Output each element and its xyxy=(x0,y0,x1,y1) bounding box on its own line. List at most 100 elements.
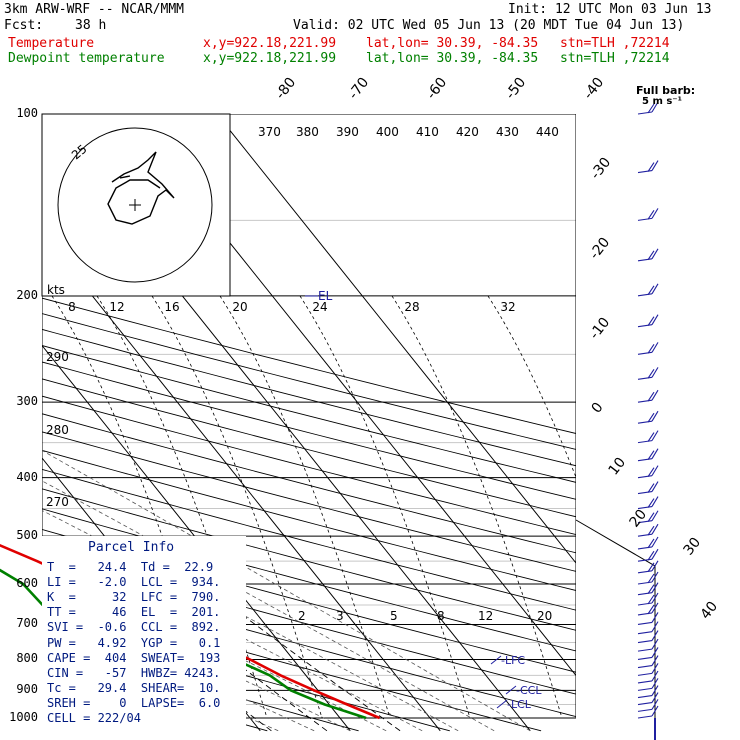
wind-barb-flag xyxy=(651,548,659,560)
isotherm-label: -80 xyxy=(273,75,300,103)
wind-barb-flag xyxy=(647,512,655,523)
wind-barb-flag xyxy=(647,450,655,461)
dewpoint-stn: stn=TLH ,72214 xyxy=(560,51,670,66)
hodograph-ring xyxy=(57,127,213,283)
skew-border xyxy=(575,519,656,718)
wind-barb xyxy=(637,217,653,221)
wind-barb-flag xyxy=(647,250,655,261)
mixing-ratio-label: 20 xyxy=(537,609,552,623)
moist-adiabat xyxy=(0,296,26,731)
wind-barb xyxy=(637,680,653,684)
wind-barb-flag xyxy=(651,208,659,219)
wind-barb xyxy=(637,687,653,691)
hodograph-trace xyxy=(107,151,175,225)
hodograph-speed-label: 20 xyxy=(232,300,247,314)
theta-left-label: 290 xyxy=(46,350,69,364)
wind-barb xyxy=(637,664,653,669)
wind-barb-flag xyxy=(651,367,659,378)
dry-adiabat xyxy=(42,345,576,483)
wind-barb-flag xyxy=(651,101,659,113)
wind-barb xyxy=(637,293,653,297)
wind-barb-flag xyxy=(651,342,659,353)
wind-barb xyxy=(637,458,653,462)
wind-barb xyxy=(637,648,653,652)
wind-barb-flag xyxy=(651,705,659,717)
wind-barb xyxy=(637,491,653,495)
wind-barb xyxy=(637,533,653,537)
theta-label: 430 xyxy=(496,125,519,139)
wind-barb-flag xyxy=(651,389,659,401)
wind-barb-flag xyxy=(647,344,655,354)
level-marker-lcl: -LCL xyxy=(507,698,532,711)
wind-barb-flag xyxy=(651,560,659,572)
wind-barb-flag xyxy=(651,465,659,476)
theta-left-label: 270 xyxy=(46,495,69,509)
wind-barb xyxy=(637,376,653,380)
wind-barb xyxy=(637,581,653,585)
isotherm-label: 20 xyxy=(627,507,651,531)
init-time: Init: 12 UTC Mon 03 Jun 13 xyxy=(508,2,712,17)
series-line-temperature xyxy=(0,543,381,720)
parcel-info-line: SVI = -0.6 CCL = 892. xyxy=(47,620,221,635)
wind-barb-flag xyxy=(651,685,659,696)
hodograph-speed-arc xyxy=(299,295,471,719)
parcel-info-line: LI = -2.0 LCL = 934. xyxy=(47,575,221,590)
theta-label: 400 xyxy=(376,125,399,139)
pressure-label: 400 xyxy=(16,469,38,484)
dry-adiabat xyxy=(42,488,576,631)
wind-barb-flag xyxy=(651,647,659,658)
wind-barb xyxy=(637,672,653,676)
wind-barb-flag xyxy=(651,248,659,260)
pressure-label: 600 xyxy=(16,576,38,590)
wind-barb-flag xyxy=(651,678,659,689)
wind-barb-flag xyxy=(647,498,655,508)
dewpoint-latlon: lat,lon= 30.39, -84.35 xyxy=(366,51,539,66)
theta-label: 410 xyxy=(416,125,439,139)
theta-label: 370 xyxy=(258,125,281,139)
level-marker-tick xyxy=(496,699,508,709)
dewpoint-xy: x,y=922.18,221.99 xyxy=(203,51,337,66)
wind-barb-flag xyxy=(651,621,659,632)
wind-barb-flag xyxy=(647,584,655,595)
theta-label: 440 xyxy=(536,125,559,139)
wind-barb-flag xyxy=(651,699,659,710)
wind-barb-flag xyxy=(651,430,659,441)
wind-barb xyxy=(637,399,653,403)
wind-barb xyxy=(637,169,653,174)
wind-barb xyxy=(637,505,653,510)
isotherm-label: -70 xyxy=(346,75,373,103)
wind-barb xyxy=(637,621,653,625)
parcel-info-line: CAPE = 404 SWEAT= 193 xyxy=(47,650,221,665)
model-title: 3km ARW-WRF -- NCAR/MMM xyxy=(4,2,185,17)
wind-barb-flag xyxy=(651,481,659,492)
wind-barb xyxy=(637,639,653,644)
parcel-info-panel xyxy=(42,536,246,732)
pressure-label: 200 xyxy=(16,287,38,302)
wind-barb-flag xyxy=(647,604,655,615)
dry-adiabat xyxy=(42,468,576,611)
wind-barb xyxy=(637,440,653,444)
wind-barb xyxy=(637,656,653,661)
parcel-info-line: T = 24.4 Td = 22.9 xyxy=(47,560,214,574)
wind-barb-flag xyxy=(651,448,659,459)
wind-barb xyxy=(637,324,653,328)
isotherm-label: -30 xyxy=(588,155,615,183)
wind-barb-flag xyxy=(647,103,655,114)
parcel-info-line: CIN = -57 HWBZ= 4243. xyxy=(47,665,221,680)
wind-barb-flag xyxy=(647,525,655,536)
mixing-ratio-label: 5 xyxy=(390,609,398,623)
pressure-label: 800 xyxy=(16,651,38,666)
wind-barb-flag xyxy=(651,160,659,171)
wind-barb xyxy=(637,258,653,262)
parcel-info-title: Parcel Info xyxy=(88,540,175,555)
hodograph-speed-label: 32 xyxy=(500,300,515,314)
isotherm-line xyxy=(216,114,576,564)
isotherm-label: -10 xyxy=(587,315,614,343)
theta-left-label: 280 xyxy=(46,423,69,437)
el-marker: EL xyxy=(318,289,333,303)
wind-barb xyxy=(637,520,653,524)
wind-barb xyxy=(637,612,653,616)
parcel-info-line: PW = 4.92 YGP = 0.1 xyxy=(47,635,221,650)
fcst-label: Fcst: xyxy=(4,18,44,33)
dry-adiabat xyxy=(42,297,576,434)
